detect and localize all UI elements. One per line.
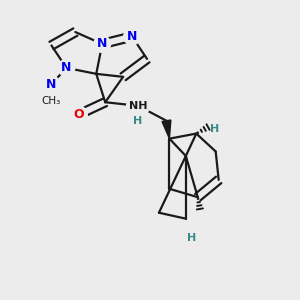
Text: N: N: [127, 30, 137, 43]
Circle shape: [94, 36, 111, 52]
Text: H: H: [210, 124, 219, 134]
Circle shape: [124, 28, 140, 45]
Text: CH₃: CH₃: [42, 96, 61, 106]
Text: N: N: [61, 61, 72, 74]
Circle shape: [69, 106, 87, 124]
Circle shape: [43, 76, 60, 93]
Text: NH: NH: [129, 101, 147, 111]
Circle shape: [127, 94, 149, 117]
Text: H: H: [187, 233, 196, 243]
Circle shape: [58, 59, 75, 76]
Polygon shape: [162, 120, 171, 139]
Text: O: O: [73, 108, 84, 121]
Text: N: N: [46, 78, 57, 91]
Text: H: H: [134, 116, 143, 126]
Text: N: N: [97, 38, 107, 50]
